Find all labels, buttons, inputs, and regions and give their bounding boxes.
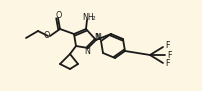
Text: O: O bbox=[44, 30, 50, 39]
Text: F: F bbox=[166, 41, 170, 51]
Text: N: N bbox=[95, 33, 101, 42]
Text: 2: 2 bbox=[91, 16, 95, 21]
Text: NH: NH bbox=[82, 13, 94, 22]
Text: N: N bbox=[84, 47, 90, 56]
Text: O: O bbox=[56, 10, 62, 19]
Text: N: N bbox=[95, 33, 100, 42]
Text: F: F bbox=[166, 60, 170, 69]
Text: F: F bbox=[168, 51, 172, 60]
